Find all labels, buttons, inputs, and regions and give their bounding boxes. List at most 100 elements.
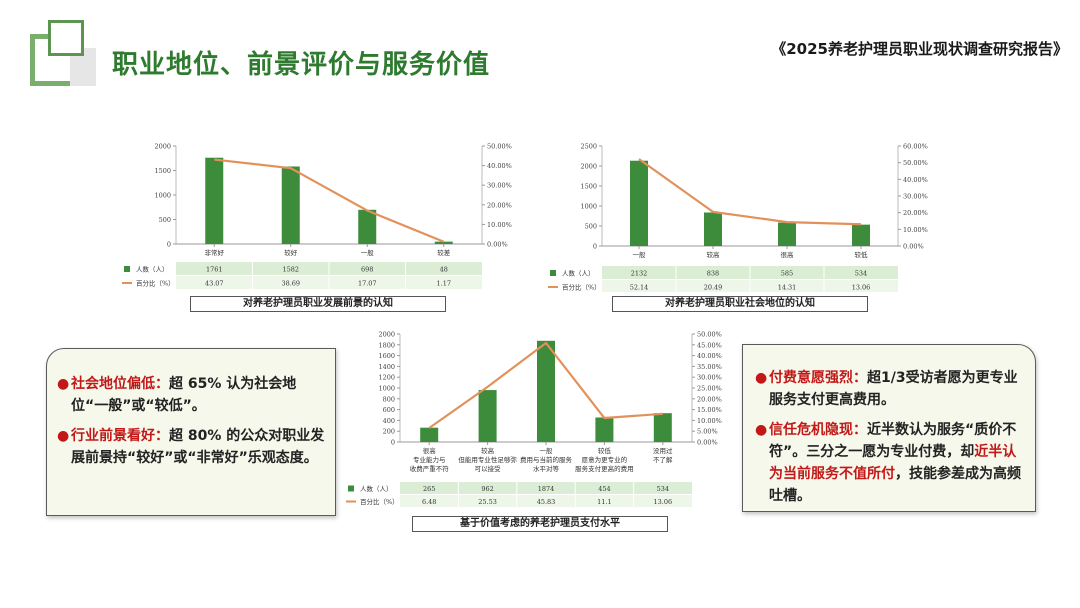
table-cell-value: 1582 — [282, 266, 299, 274]
chart-payment-level: 0 200 400 600 800 1000 1200 1400 1600 1800 2000 0.0… — [342, 322, 742, 514]
bar — [420, 427, 439, 442]
y-tick-label: 1500 — [580, 183, 597, 191]
x-category-label: 很高 — [781, 250, 795, 259]
y2-tick-label: 40.00% — [903, 176, 928, 184]
table-cell-value: 585 — [781, 270, 793, 278]
bar — [852, 224, 870, 246]
y-tick-label: 800 — [383, 395, 395, 403]
legend-label: 人数（人） — [360, 484, 393, 493]
bullet-highlight-inline: 近半认为当前服务不值所付 — [769, 444, 1017, 482]
y-tick-label: 1400 — [378, 363, 395, 371]
bar — [205, 157, 224, 244]
y-tick-label: 2000 — [378, 331, 395, 339]
bar — [434, 241, 453, 244]
bullet-dot-icon: ● — [57, 376, 70, 392]
x-category-label: 专业能力与 — [413, 455, 446, 464]
bullet-text: ，技能参差成为高频吐槽。 — [769, 466, 1021, 504]
y2-tick-label: 50.00% — [903, 159, 928, 167]
y-tick-label: 500 — [159, 216, 171, 224]
y-tick-label: 600 — [383, 406, 395, 414]
y-tick-label: 1000 — [378, 385, 395, 393]
x-category-label: 收费严重不符 — [410, 464, 450, 473]
y2-tick-label: 10.00% — [697, 417, 722, 425]
y2-tick-label: 0.00% — [697, 439, 718, 447]
y-tick-label: 1800 — [378, 341, 395, 349]
table-cell-value: 48 — [440, 266, 448, 274]
y2-tick-label: 45.00% — [697, 341, 722, 349]
y2-tick-label: 10.00% — [903, 226, 928, 234]
legend-label: 百分比（%） — [562, 283, 601, 292]
legend-bar-swatch — [550, 270, 556, 276]
table-cell-value: 14.31 — [778, 284, 797, 292]
x-category-label: 愿意为更专业的 — [582, 455, 628, 464]
y-tick-label: 2000 — [154, 143, 171, 151]
callout-bullet: ● 行业前景看好：超 80% 的公众对职业发展前景持“较好”或“非常好”乐观态度… — [57, 425, 325, 469]
y2-tick-label: 35.00% — [697, 363, 722, 371]
y2-tick-label: 5.00% — [697, 428, 718, 436]
x-category-label: 较低 — [598, 446, 612, 455]
table-cell-value: 52.14 — [630, 284, 649, 292]
x-category-label: 服务支付更高的费用 — [575, 464, 634, 473]
y-tick-label: 1200 — [378, 374, 395, 382]
chart-career-prospect: 0 500 1000 1500 2000 0.00% 10.00% 20.00% 30.00% 4… — [118, 132, 522, 292]
bar — [358, 209, 377, 244]
x-category-label: 不了解 — [653, 455, 673, 464]
y2-tick-label: 0.00% — [903, 243, 924, 251]
table-cell-value: 11.1 — [597, 498, 611, 506]
y-tick-label: 1500 — [154, 167, 171, 175]
table-cell-value: 2132 — [631, 270, 648, 278]
y2-tick-label: 40.00% — [697, 352, 722, 360]
y-tick-label: 200 — [383, 428, 395, 436]
chart-payment-level-svg: 0 200 400 600 800 1000 1200 1400 1600 1800 2000 0.0… — [346, 331, 722, 507]
y-tick-label: 2500 — [580, 143, 597, 151]
y2-tick-label: 10.00% — [487, 221, 512, 229]
x-category-label: 较差 — [437, 248, 451, 257]
bar — [778, 222, 796, 246]
bar — [653, 413, 672, 442]
chart-social-status: 0 500 1000 1500 2000 2500 0.00% 10.00% 20.00% 30.… — [544, 132, 954, 292]
table-cell-value: 1874 — [538, 485, 555, 493]
table-cell-value: 1.17 — [437, 280, 451, 288]
table-cell-value: 534 — [855, 270, 867, 278]
table-cell-value: 25.53 — [478, 498, 497, 506]
bullet-text: 近半数认为服务“质价不符”。三分之一愿为专业付费，却 — [769, 422, 1017, 460]
report-title: 《2025养老护理员职业现状调查研究报告》 — [771, 40, 1068, 58]
x-category-label: 水平对等 — [533, 464, 560, 473]
table-cell-value: 6.48 — [422, 498, 436, 506]
y-tick-label: 0 — [167, 241, 171, 249]
legend-label: 百分比（%） — [360, 497, 399, 506]
y-tick-label: 2000 — [580, 163, 597, 171]
y-tick-label: 500 — [585, 223, 597, 231]
decorative-frame-inner — [48, 20, 84, 56]
bullet-highlight: 信任危机隐现： — [769, 422, 867, 438]
table-cell-value: 1761 — [206, 266, 223, 274]
legend-label: 人数（人） — [562, 269, 595, 278]
y-tick-label: 1000 — [580, 203, 597, 211]
table-cell-value: 13.06 — [852, 284, 871, 292]
x-category-label: 较高 — [481, 446, 495, 455]
y2-tick-label: 20.00% — [487, 201, 512, 209]
table-row-bg — [400, 495, 692, 507]
table-cell-value: 20.49 — [704, 284, 723, 292]
chart-career-prospect-svg: 0 500 1000 1500 2000 0.00% 10.00% 20.00% 30.00% 4… — [122, 143, 512, 289]
chart-career-prospect-caption: 对养老护理员职业发展前景的认知 — [190, 296, 446, 312]
legend-bar-swatch — [124, 266, 130, 272]
legend-label: 百分比（%） — [136, 279, 175, 288]
y2-tick-label: 15.00% — [697, 406, 722, 414]
y2-tick-label: 60.00% — [903, 143, 928, 151]
bar — [478, 390, 497, 442]
callout-bullet: ● 付费意愿强烈：超1/3受访者愿为更专业服务支付更高费用。 — [755, 367, 1023, 411]
y2-tick-label: 40.00% — [487, 162, 512, 170]
legend-label: 人数（人） — [136, 265, 169, 274]
y2-tick-label: 20.00% — [903, 209, 928, 217]
page-title: 职业地位、前景评价与服务价值 — [112, 50, 491, 80]
y2-tick-label: 50.00% — [697, 331, 722, 339]
table-cell-value: 454 — [598, 485, 610, 493]
table-cell-value: 962 — [481, 485, 493, 493]
table-cell-value: 17.07 — [358, 280, 377, 288]
y-tick-label: 400 — [383, 417, 395, 425]
x-category-label: 一般 — [540, 446, 554, 455]
table-cell-value: 534 — [657, 485, 669, 493]
y2-tick-label: 20.00% — [697, 395, 722, 403]
bullet-text: 超 65% 认为社会地位“一般”或“较低”。 — [71, 376, 297, 414]
